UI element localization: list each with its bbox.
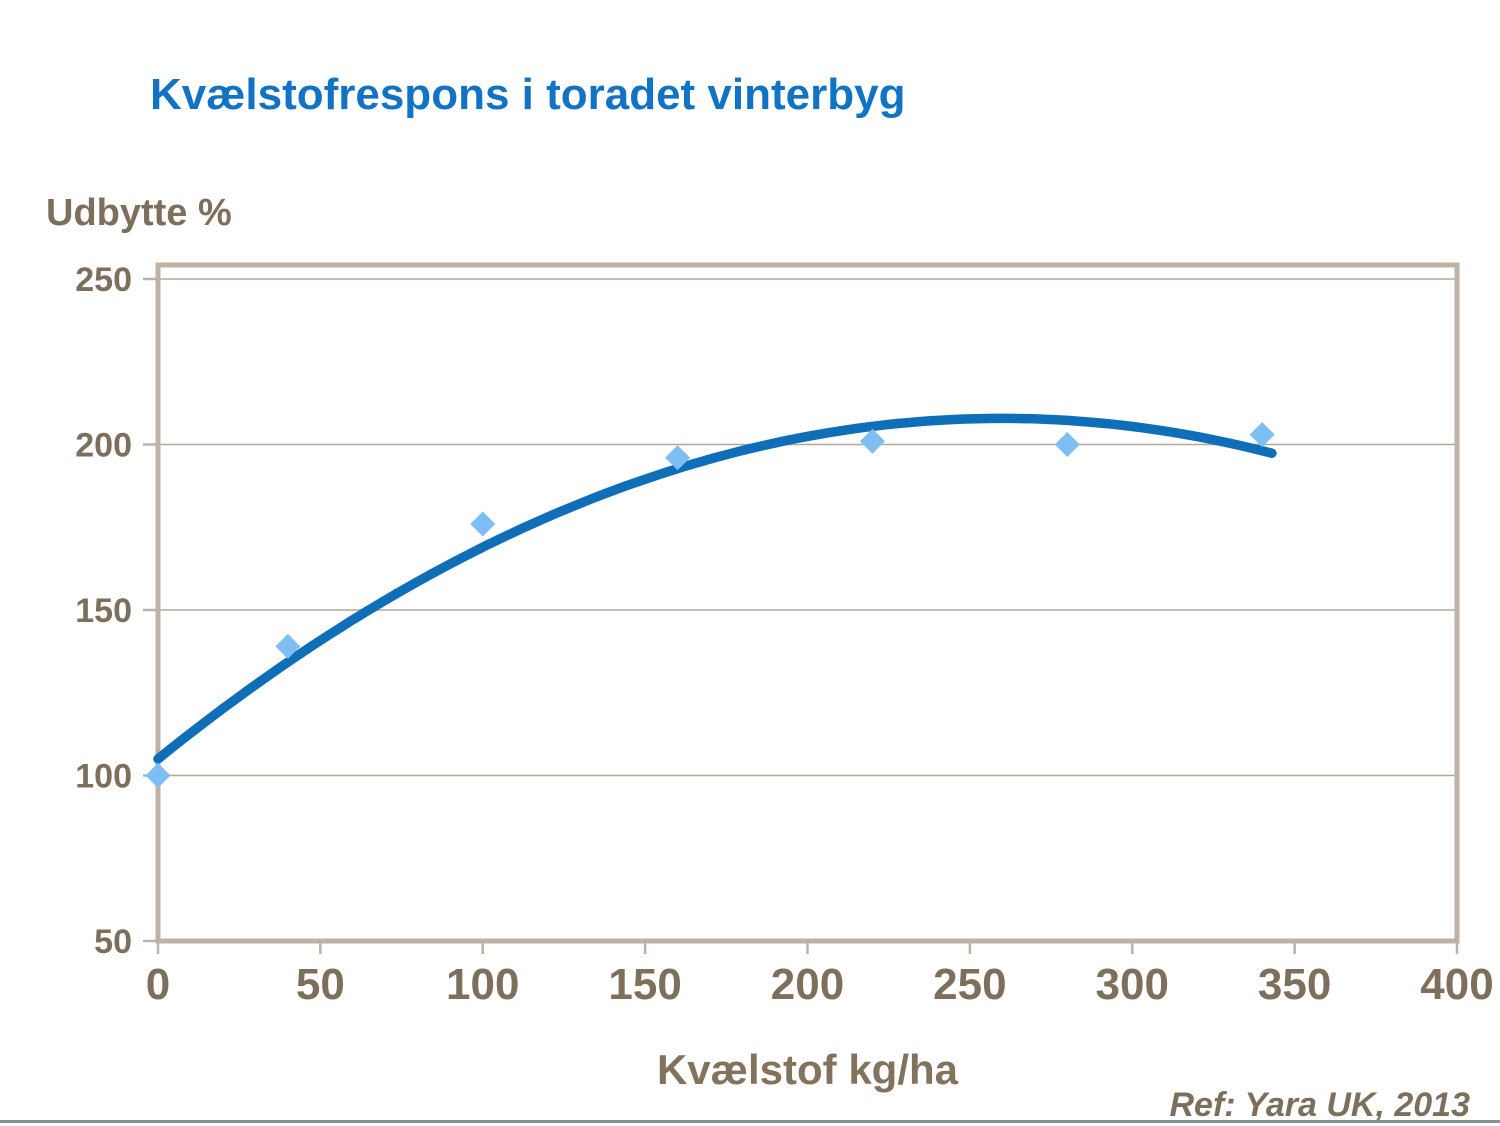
x-tick-label: 200 <box>771 960 844 1009</box>
y-tick-label: 200 <box>75 427 132 465</box>
x-tick-label: 350 <box>1258 960 1331 1009</box>
x-tick-label: 100 <box>446 960 519 1009</box>
data-point-diamond <box>1054 432 1080 457</box>
y-tick-label: 150 <box>75 592 132 630</box>
data-point-diamond <box>145 763 171 788</box>
reference-note: Ref: Yara UK, 2013 <box>1169 1086 1471 1124</box>
trend-curve <box>153 413 1277 764</box>
y-tick-label: 100 <box>75 758 132 796</box>
x-tick-label: 250 <box>933 960 1006 1009</box>
x-tick-label: 400 <box>1420 960 1493 1009</box>
bottom-divider <box>0 1120 1500 1123</box>
chart-title: Kvælstofrespons i toradet vinterbyg <box>150 70 906 119</box>
y-tick-label: 50 <box>94 923 132 961</box>
x-tick-label: 150 <box>608 960 681 1009</box>
x-tick-label: 0 <box>146 960 170 1009</box>
data-point-diamond <box>859 428 885 454</box>
data-point-diamond <box>470 511 496 537</box>
x-tick-label: 50 <box>296 960 345 1009</box>
y-axis-title: Udbytte % <box>46 192 232 234</box>
data-point-diamond <box>665 445 691 471</box>
data-point-diamond <box>275 633 301 659</box>
y-tick-label: 250 <box>75 261 132 299</box>
data-point-diamond <box>1249 422 1275 448</box>
x-tick-label: 300 <box>1096 960 1169 1009</box>
plot-frame <box>155 262 1460 944</box>
x-axis-title: Kvælstof kg/ha <box>656 1046 959 1093</box>
